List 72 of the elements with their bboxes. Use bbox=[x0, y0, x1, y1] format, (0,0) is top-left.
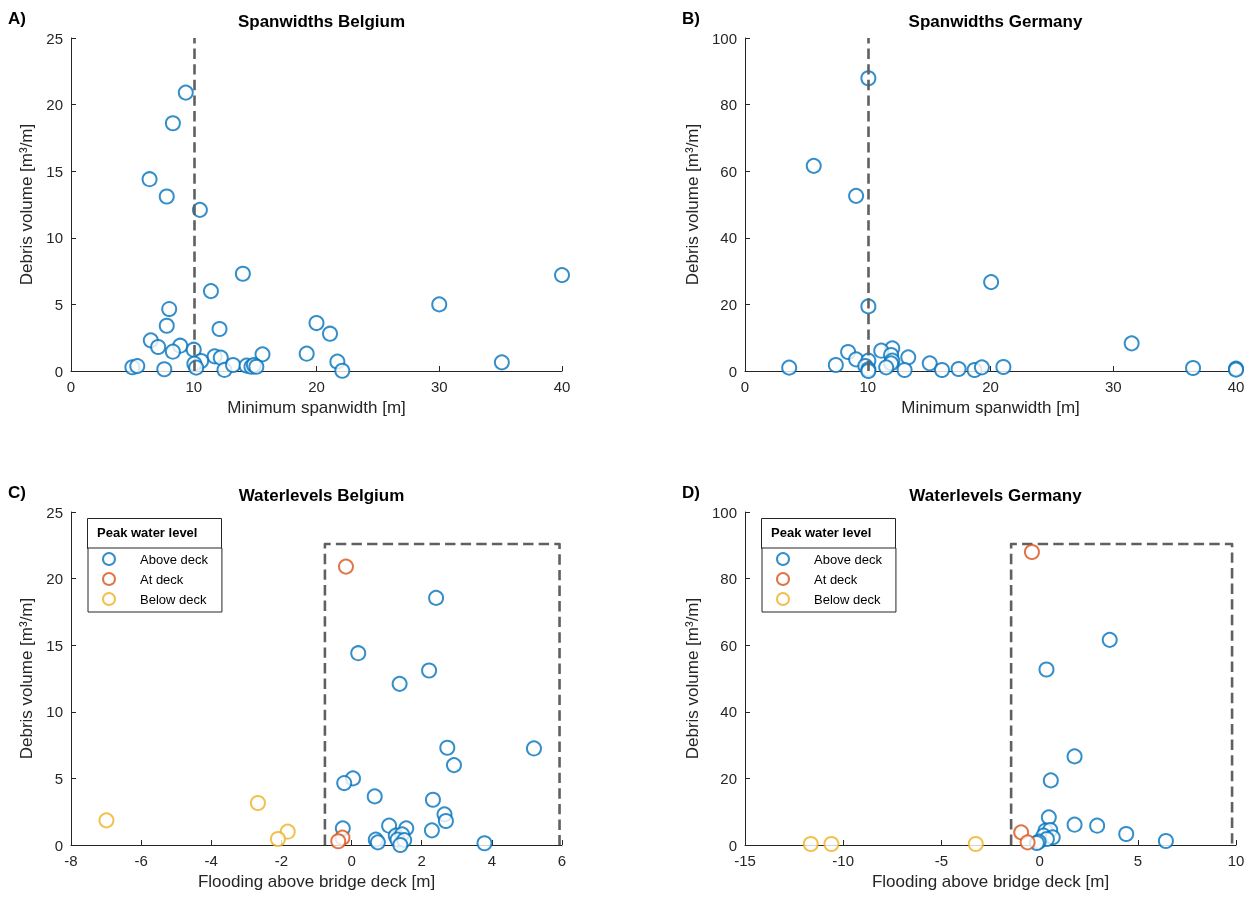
y-tick-label: 15 bbox=[46, 162, 63, 180]
chart-title: Waterlevels Belgium bbox=[238, 486, 405, 505]
x-tick-label: 0 bbox=[1035, 852, 1044, 869]
x-tick-label: 40 bbox=[1227, 378, 1245, 395]
legend-label: At deck bbox=[814, 571, 858, 587]
y-tick-label: 20 bbox=[720, 769, 737, 787]
x-tick-label: -10 bbox=[832, 852, 855, 869]
y-tick-label: 20 bbox=[46, 570, 63, 588]
legend-label: Above deck bbox=[814, 551, 883, 567]
y-tick-label: 10 bbox=[46, 703, 63, 721]
x-tick-label: 10 bbox=[185, 378, 203, 395]
y-tick-label: 100 bbox=[711, 503, 737, 521]
x-tick-label: 0 bbox=[347, 852, 356, 869]
y-axis-title: Debris volume [m³/m] bbox=[683, 597, 703, 760]
y-tick-label: 40 bbox=[720, 703, 737, 721]
x-tick-label: 0 bbox=[66, 378, 76, 395]
chart-title: Spanwidths Germany bbox=[908, 12, 1083, 31]
x-tick-label: 10 bbox=[859, 378, 877, 395]
text: A) bbox=[8, 9, 26, 28]
x-tick-label: 0 bbox=[740, 378, 750, 395]
x-axis-title: Minimum spanwidth [m] bbox=[901, 397, 1080, 417]
legend-title: Peak water level bbox=[97, 525, 198, 540]
y-axis-title: Debris volume [m³/m] bbox=[17, 597, 37, 760]
y-tick-label: 20 bbox=[720, 295, 737, 313]
y-tick-label: 25 bbox=[46, 503, 63, 521]
y-tick-label: 20 bbox=[46, 96, 63, 114]
x-tick-label: 6 bbox=[557, 852, 567, 869]
x-tick-label: 10 bbox=[1227, 852, 1245, 869]
x-tick-label: -6 bbox=[134, 852, 148, 869]
text: D) bbox=[682, 483, 700, 502]
x-tick-label: 5 bbox=[1133, 852, 1142, 869]
legend-label: Below deck bbox=[814, 591, 881, 607]
x-tick-label: 4 bbox=[487, 852, 497, 869]
x-tick-label: 20 bbox=[308, 378, 325, 395]
y-tick-label: 15 bbox=[46, 636, 63, 654]
legend-label: At deck bbox=[140, 571, 184, 587]
y-tick-label: 5 bbox=[54, 769, 63, 787]
y-tick-label: 40 bbox=[720, 229, 737, 247]
y-axis-title: Debris volume [m³/m] bbox=[683, 123, 703, 286]
x-tick-label: 40 bbox=[553, 378, 571, 395]
y-tick-label: 100 bbox=[711, 29, 737, 47]
x-tick-label: 30 bbox=[1104, 378, 1122, 395]
x-tick-label: -5 bbox=[934, 852, 949, 869]
text: B) bbox=[682, 9, 700, 28]
y-tick-label: 80 bbox=[720, 570, 737, 588]
y-tick-label: 0 bbox=[54, 362, 63, 380]
x-axis-title: Flooding above bridge deck [m] bbox=[871, 871, 1110, 891]
y-tick-label: 0 bbox=[54, 836, 63, 854]
y-tick-label: 10 bbox=[46, 229, 63, 247]
x-tick-label: 2 bbox=[417, 852, 426, 869]
y-tick-label: 0 bbox=[728, 836, 737, 854]
x-tick-label: -15 bbox=[734, 852, 756, 869]
y-tick-label: 60 bbox=[720, 636, 737, 654]
chart-title: Waterlevels Germany bbox=[909, 486, 1083, 505]
x-axis-title: Minimum spanwidth [m] bbox=[227, 397, 406, 417]
chart-title: Spanwidths Belgium bbox=[237, 12, 406, 31]
x-tick-label: -8 bbox=[64, 852, 78, 869]
legend-label: Below deck bbox=[140, 591, 207, 607]
y-tick-label: 60 bbox=[720, 162, 737, 180]
x-tick-label: -2 bbox=[274, 852, 289, 869]
y-axis-title: Debris volume [m³/m] bbox=[17, 123, 37, 286]
x-tick-label: 30 bbox=[430, 378, 448, 395]
text: C) bbox=[8, 483, 26, 502]
x-tick-label: -4 bbox=[204, 852, 218, 869]
legend-title: Peak water level bbox=[771, 525, 872, 540]
y-tick-label: 0 bbox=[728, 362, 737, 380]
x-axis-title: Flooding above bridge deck [m] bbox=[197, 871, 436, 891]
y-tick-label: 25 bbox=[46, 29, 63, 47]
x-tick-label: 20 bbox=[982, 378, 999, 395]
legend-label: Above deck bbox=[140, 551, 209, 567]
y-tick-label: 80 bbox=[720, 96, 737, 114]
y-tick-label: 5 bbox=[54, 295, 63, 313]
